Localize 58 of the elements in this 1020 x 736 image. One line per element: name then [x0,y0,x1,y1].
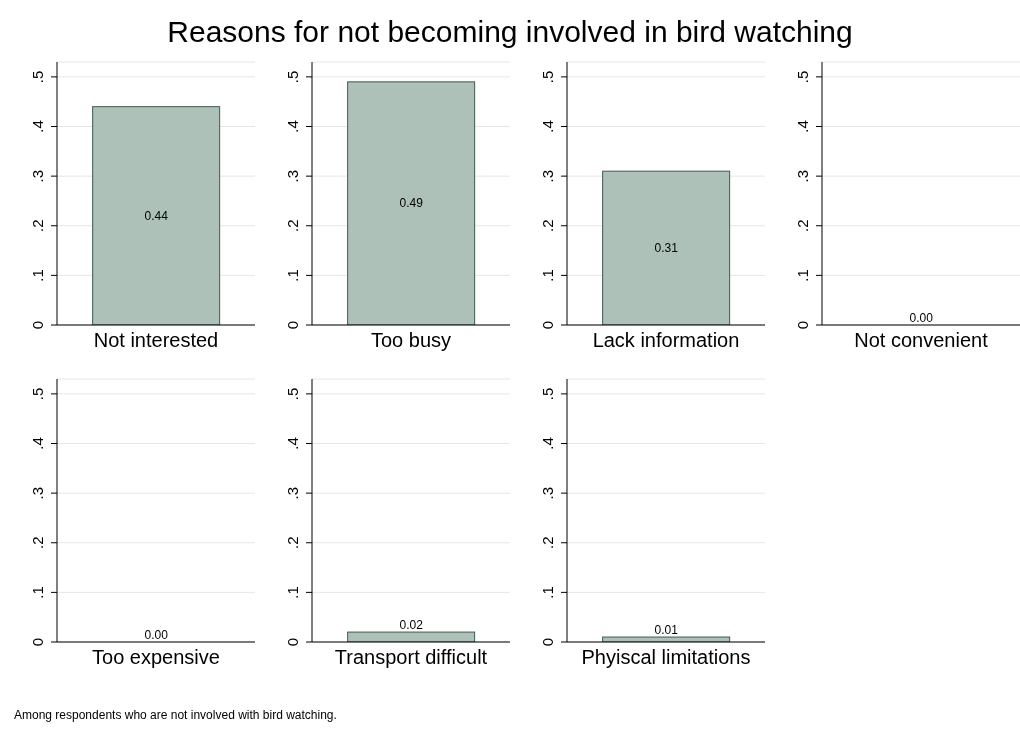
data-label: 0.44 [144,208,169,223]
y-tick-label: .2 [539,536,556,550]
y-tick-label: .2 [539,219,556,233]
y-tick-label: .2 [794,219,811,233]
data-label: 0.31 [654,241,679,256]
y-tick-label: 0 [284,320,301,330]
y-tick-label: 0 [29,320,46,330]
y-tick-label: .3 [794,169,811,183]
data-label: 0.49 [399,196,424,211]
y-tick-label: .3 [539,169,556,183]
x-tick-label: Not interested [93,329,219,352]
y-tick-label: .1 [284,586,301,599]
y-tick-label: .5 [539,70,556,84]
data-label: 0.02 [399,618,424,633]
y-tick-label: .2 [284,219,301,233]
x-tick-label: Not convenient [854,329,989,352]
y-tick-label: .3 [539,486,556,500]
y-tick-label: .1 [539,269,556,282]
y-tick-label: .4 [29,120,46,133]
x-tick-label: Too expensive [92,646,220,669]
text: Reasons for not becoming involved in bird watching [166,14,854,50]
y-tick-label: 0 [794,320,811,330]
y-tick-label: .5 [29,387,46,401]
y-tick-label: .5 [29,70,46,84]
data-label: 0.01 [654,623,679,638]
y-tick-label: .3 [284,486,301,500]
y-tick-label: 0 [539,320,556,330]
y-tick-label: .1 [29,586,46,599]
y-tick-label: 0 [284,637,301,647]
data-label: 0.00 [144,628,169,642]
y-tick-label: .4 [539,120,556,133]
y-tick-label: .3 [284,169,301,183]
y-tick-label: .5 [284,387,301,401]
y-tick-label: .1 [29,269,46,282]
x-tick-label: Transport difficult [334,646,488,669]
text: Among respondents who are not involved with bird watching. [14,708,337,722]
y-tick-label: .5 [284,70,301,84]
y-tick-label: .4 [284,120,301,133]
y-tick-label: 0 [29,637,46,647]
y-tick-label: .1 [284,269,301,282]
y-tick-label: .4 [794,120,811,133]
y-tick-label: .4 [539,437,556,450]
data-label: 0.00 [909,311,934,325]
y-tick-label: .1 [539,586,556,599]
x-tick-label: Phyiscal limitations [581,646,751,669]
y-tick-label: .1 [794,269,811,282]
y-tick-label: .5 [539,387,556,401]
y-tick-label: .2 [284,536,301,550]
y-tick-label: .4 [284,437,301,450]
y-tick-label: .4 [29,437,46,450]
y-tick-label: .2 [29,536,46,550]
y-tick-label: .2 [29,219,46,233]
y-tick-label: .3 [29,169,46,183]
x-tick-label: Too busy [370,329,452,352]
x-tick-label: Lack information [592,329,740,352]
y-tick-label: 0 [539,637,556,647]
y-tick-label: .5 [794,70,811,84]
y-tick-label: .3 [29,486,46,500]
